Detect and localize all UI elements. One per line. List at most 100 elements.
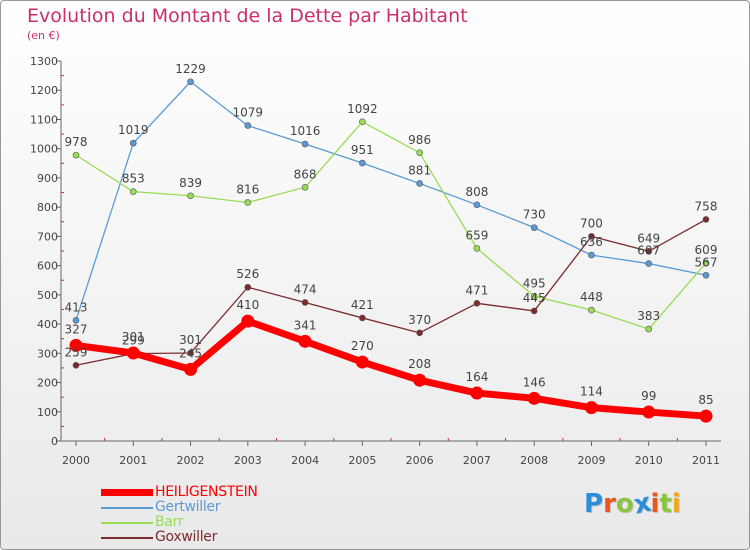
data-label: 146 [523, 375, 546, 389]
logo-letter: i [671, 489, 681, 519]
data-label: 421 [351, 298, 374, 312]
data-label: 1079 [233, 106, 264, 120]
data-point [702, 216, 710, 223]
data-point [530, 307, 538, 315]
data-point [416, 329, 423, 337]
data-point [702, 259, 710, 267]
data-label: 327 [65, 322, 88, 336]
data-label: 495 [523, 276, 546, 290]
data-label: 649 [637, 231, 660, 245]
data-point [702, 271, 710, 279]
data-label: 839 [179, 176, 202, 190]
x-tick-label: 2007 [463, 454, 491, 467]
data-label: 448 [580, 290, 603, 304]
data-label: 474 [294, 282, 317, 296]
y-tick-label: 500 [37, 289, 58, 302]
data-point [416, 180, 423, 187]
y-tick-label: 200 [37, 377, 58, 390]
data-point [645, 325, 653, 333]
data-label: 986 [408, 133, 431, 147]
y-tick-label: 300 [37, 347, 58, 360]
legend-swatch [101, 537, 153, 539]
data-label: 445 [523, 291, 546, 305]
data-label: 758 [695, 199, 718, 213]
data-point [413, 373, 427, 387]
data-point [298, 334, 312, 348]
data-label: 607 [637, 244, 660, 258]
data-label: 609 [695, 243, 718, 257]
x-tick-label: 2009 [577, 454, 605, 467]
y-tick-label: 400 [37, 318, 58, 331]
legend-label: Barr [155, 514, 184, 530]
series-line-gertwiller [75, 81, 707, 321]
legend-swatch [101, 507, 153, 509]
chart-subtitle: (en €) [27, 29, 60, 42]
data-point [470, 386, 484, 400]
proxiti-logo: Proxiti [584, 488, 681, 521]
data-label: 114 [580, 385, 603, 399]
data-label: 259 [65, 345, 88, 359]
chart-series [69, 78, 713, 423]
data-label: 526 [236, 267, 259, 281]
data-point [527, 391, 541, 405]
data-point [355, 355, 369, 369]
data-point [473, 245, 481, 252]
x-tick-label: 2000 [62, 454, 90, 467]
x-tick-label: 2004 [291, 454, 319, 467]
data-label: 383 [637, 309, 660, 323]
data-label: 164 [465, 370, 488, 384]
data-point [588, 306, 595, 314]
data-point [72, 151, 80, 159]
x-tick-label: 2001 [119, 454, 147, 467]
legend-label: HEILIGENSTEIN [155, 484, 258, 500]
data-label: 99 [641, 389, 656, 403]
logo-letter: i [650, 489, 660, 519]
y-tick-label: 1300 [30, 55, 58, 68]
legend-label: Gertwiller [155, 499, 221, 515]
y-tick-label: 1000 [30, 143, 58, 156]
legend-swatch [101, 489, 153, 496]
data-label: 1229 [175, 62, 206, 76]
data-label: 636 [580, 235, 603, 249]
data-point [184, 362, 198, 376]
data-point [129, 139, 137, 147]
data-point [584, 401, 598, 415]
data-label: 208 [408, 357, 431, 371]
data-point [301, 183, 309, 191]
legend-label: Goxwiller [155, 529, 218, 545]
data-point [126, 346, 140, 360]
y-tick-label: 1200 [30, 84, 58, 97]
y-tick-label: 800 [37, 201, 58, 214]
logo-letter: t [659, 489, 672, 519]
data-point [473, 201, 481, 209]
y-tick-label: 600 [37, 260, 58, 273]
logo-letter: r [603, 489, 616, 519]
data-label: 301 [122, 330, 145, 344]
data-label: 341 [294, 318, 317, 332]
y-tick-label: 100 [37, 406, 58, 419]
chart-axes: 0 100 200 300 400 500 600 700 800 900 1000 1100 1200… [30, 55, 721, 467]
data-label: 299 [122, 334, 145, 348]
data-label: 471 [465, 283, 488, 297]
data-label: 951 [351, 143, 374, 157]
data-label: 816 [236, 182, 259, 196]
y-tick-label: 900 [37, 172, 58, 185]
data-label: 700 [580, 216, 603, 230]
data-label: 1092 [347, 102, 378, 116]
data-label: 881 [408, 163, 431, 177]
data-label: 413 [65, 300, 88, 314]
data-point [244, 199, 252, 206]
data-point [241, 314, 255, 328]
data-label: 1019 [118, 123, 149, 137]
y-tick-label: 0 [51, 435, 58, 448]
data-label: 868 [294, 167, 317, 181]
y-tick-label: 1100 [30, 113, 58, 126]
data-label: 567 [695, 255, 718, 269]
chart-title: Evolution du Montant de la Dette par Hab… [27, 5, 468, 27]
data-point [72, 316, 80, 324]
data-point [244, 122, 252, 129]
data-point [69, 338, 83, 352]
y-tick-label: 700 [37, 230, 58, 243]
x-tick-label: 2002 [177, 454, 205, 467]
